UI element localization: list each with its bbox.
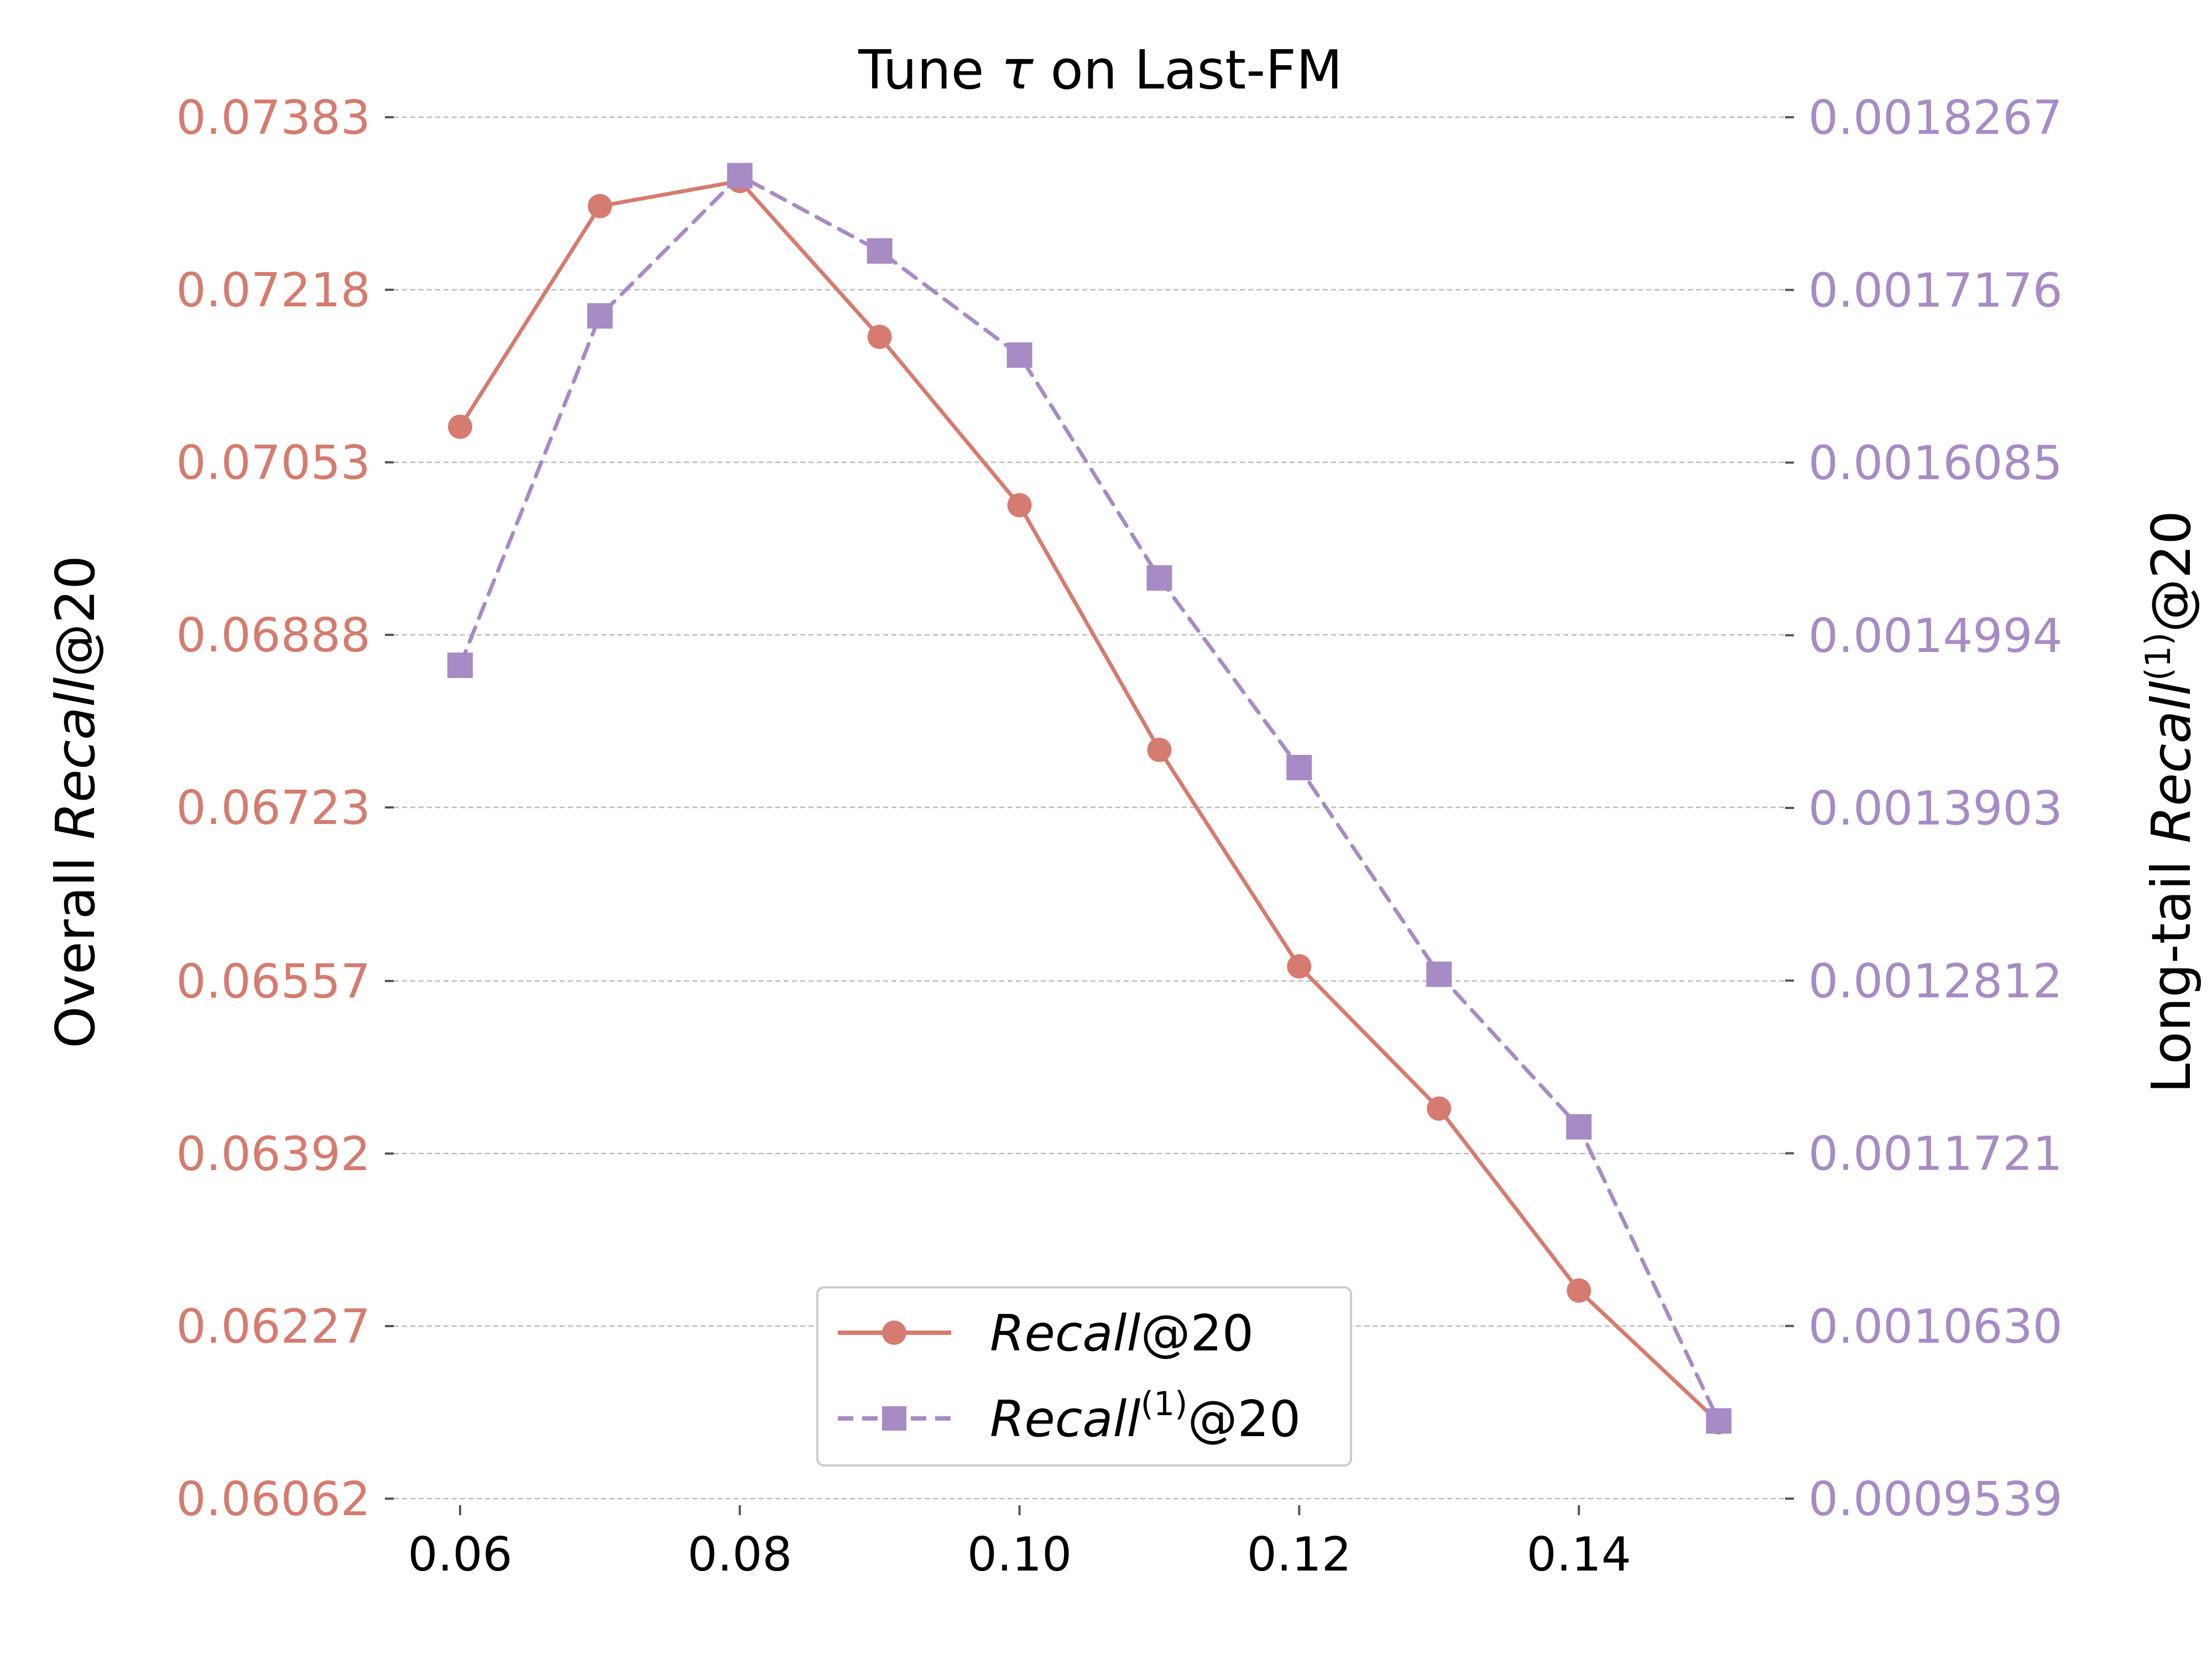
data-point-longtail-recall (1426, 961, 1452, 987)
right-tick-label: 0.0013903 (1808, 781, 2063, 836)
right-tick-label: 0.0012812 (1808, 954, 2063, 1009)
data-point-longtail-recall (727, 163, 753, 189)
right-tick-label: 0.0009539 (1808, 1472, 2063, 1527)
left-tick-label: 0.06723 (176, 781, 371, 836)
data-point-recall (1147, 738, 1172, 763)
data-point-recall (867, 325, 892, 349)
left-tick-label: 0.06557 (176, 954, 371, 1009)
data-point-longtail-recall (1006, 342, 1032, 368)
right-tick-label: 0.0017176 (1808, 263, 2063, 318)
legend-marker-longtail (882, 1406, 906, 1431)
right-tick-label: 0.0016085 (1808, 436, 2063, 491)
data-point-longtail-recall (1146, 565, 1172, 591)
left-tick-label: 0.07053 (176, 436, 371, 491)
legend-label-longtail: Recall(1)@20 (990, 1385, 1301, 1448)
left-tick-label: 0.07218 (176, 263, 371, 318)
chart-title: Tune τ on Last-FM (858, 39, 1342, 101)
legend-marker-recall (882, 1321, 906, 1345)
x-tick-label: 0.12 (1247, 1527, 1352, 1582)
left-tick-label: 0.06392 (176, 1127, 371, 1182)
left-tick-label: 0.07383 (176, 91, 371, 145)
x-tick-label: 0.14 (1526, 1527, 1631, 1582)
left-axis-label: Overall Recall@20 (44, 555, 107, 1048)
data-point-recall (1287, 954, 1312, 979)
x-tick-label: 0.10 (967, 1527, 1072, 1582)
data-point-longtail-recall (867, 238, 893, 264)
right-tick-label: 0.0011721 (1808, 1127, 2063, 1182)
data-point-recall (587, 194, 612, 218)
x-tick-label: 0.08 (687, 1527, 792, 1582)
right-tick-label: 0.0014994 (1808, 609, 2063, 664)
right-tick-label: 0.0010630 (1808, 1300, 2063, 1354)
legend: Recall@20 Recall(1)@20 (816, 1286, 1352, 1467)
data-point-recall (1427, 1096, 1452, 1121)
data-point-longtail-recall (447, 653, 473, 679)
data-point-recall (1567, 1278, 1592, 1303)
left-tick-label: 0.06062 (176, 1472, 371, 1527)
left-tick-label: 0.06227 (176, 1300, 371, 1354)
legend-label-recall: Recall@20 (990, 1305, 1254, 1363)
left-y-axis: 0.07383 0.07218 0.07053 0.06888 0.06723 0.065… (176, 91, 394, 1527)
series-line-recall (458, 179, 1721, 1425)
legend-entry-recall: Recall@20 (838, 1305, 1254, 1363)
right-y-axis: 0.0018267 0.0017176 0.0016085 0.0014994 0.00… (1785, 91, 2063, 1527)
data-point-recall (448, 414, 472, 439)
right-axis-label: Long-tail Recall(1)@20 (2138, 510, 2203, 1093)
right-tick-label: 0.0018267 (1808, 91, 2063, 145)
data-point-longtail-recall (1286, 755, 1312, 781)
series-layer (447, 163, 1731, 1434)
left-tick-label: 0.06888 (176, 608, 371, 663)
data-point-longtail-recall (1706, 1408, 1731, 1434)
data-point-longtail-recall (587, 303, 613, 329)
data-point-longtail-recall (1566, 1114, 1592, 1140)
x-tick-label: 0.06 (408, 1527, 512, 1582)
data-point-recall (1007, 493, 1032, 518)
x-axis: 0.06 0.08 0.10 0.12 0.14 (408, 1505, 1631, 1582)
series-line-longtail-recall (458, 174, 1721, 1423)
legend-entry-longtail: Recall(1)@20 (838, 1385, 1301, 1448)
